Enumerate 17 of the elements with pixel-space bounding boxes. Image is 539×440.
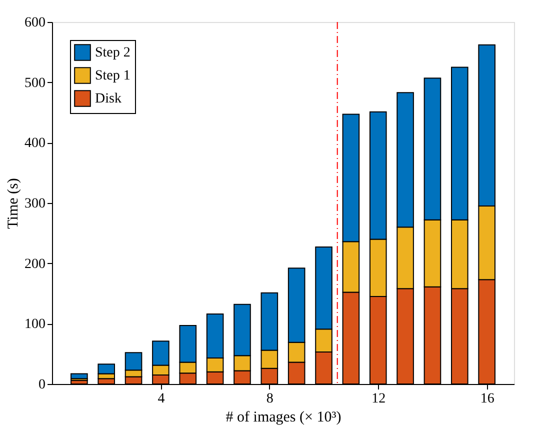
x-tick-label: 4 <box>158 392 165 406</box>
legend-label: Disk <box>95 92 122 106</box>
x-tick-label: 16 <box>480 392 494 406</box>
bar <box>70 373 88 380</box>
y-tick-label: 400 <box>24 136 46 152</box>
x-axis-title: # of images (× 10³) <box>226 410 342 426</box>
x-tick-label: 8 <box>266 392 274 406</box>
y-tick-label: 0 <box>38 378 46 392</box>
legend-label: Step 2 <box>95 46 130 60</box>
y-tick-label: 500 <box>24 76 46 91</box>
y-tick-label: 600 <box>24 16 46 30</box>
y-tick-label: 300 <box>24 196 46 212</box>
y-axis-title: Time (s) <box>6 178 22 229</box>
legend-label: Step 1 <box>95 68 130 84</box>
y-tick-label: 200 <box>24 256 46 272</box>
y-tick-label: 100 <box>24 317 46 332</box>
x-tick-label: 12 <box>372 392 386 406</box>
